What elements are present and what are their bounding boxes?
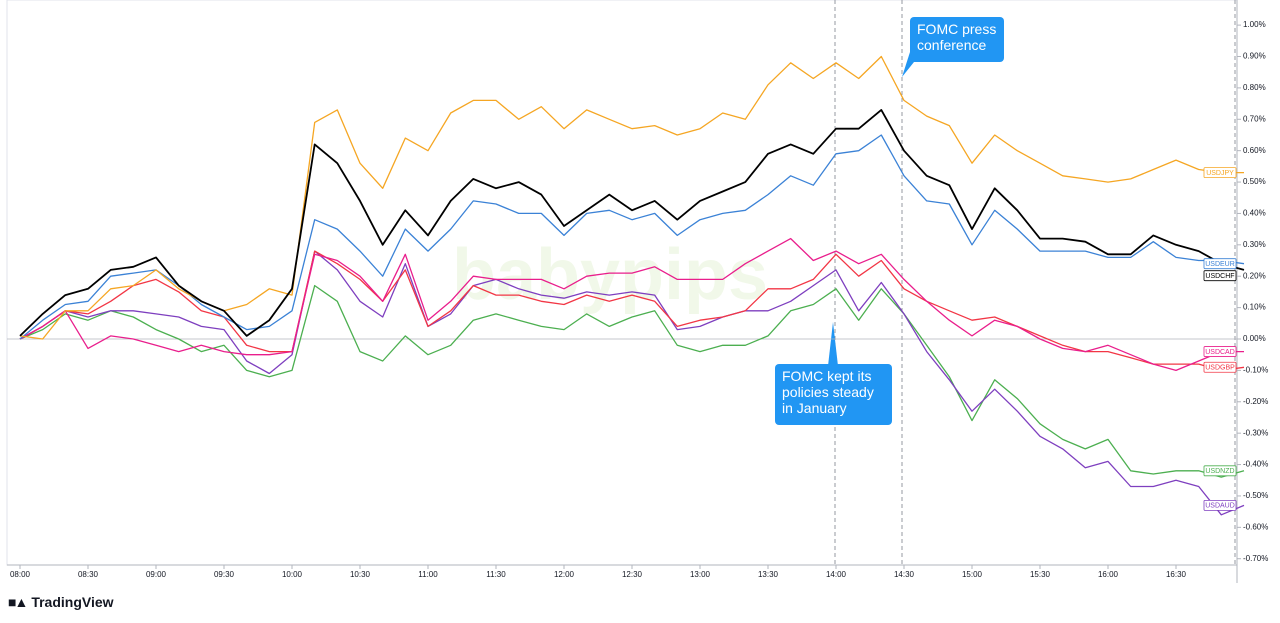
y-tick-label: -0.50% — [1243, 491, 1268, 500]
series-line — [19, 109, 1245, 337]
x-tick-label: 10:30 — [350, 570, 371, 579]
y-tick-label: 0.80% — [1243, 83, 1266, 92]
y-tick-label: 0.00% — [1243, 334, 1266, 343]
annotation: FOMC kept its policies steady in January — [775, 364, 892, 425]
y-tick-label: -0.70% — [1243, 554, 1268, 563]
x-tick-label: 09:00 — [146, 570, 167, 579]
y-tick-label: 0.50% — [1243, 177, 1266, 186]
x-tick-label: 14:00 — [826, 570, 847, 579]
x-tick-label: 08:00 — [10, 570, 31, 579]
legend-tag — [1203, 346, 1237, 357]
x-tick-label: 09:30 — [214, 570, 235, 579]
legend-label: USDEUR — [1205, 261, 1235, 268]
x-tick-label: 16:30 — [1166, 570, 1187, 579]
x-tick-label: 12:00 — [554, 570, 575, 579]
y-tick-label: 0.90% — [1243, 52, 1266, 61]
y-tick-label: -0.10% — [1243, 365, 1268, 374]
series-line — [19, 284, 1245, 478]
legend-label: USDGBP — [1205, 365, 1235, 372]
legend-label: USDAUD — [1205, 503, 1235, 510]
y-tick-label: -0.20% — [1243, 397, 1268, 406]
series-line — [19, 134, 1245, 340]
y-tick-label: 0.40% — [1243, 209, 1266, 218]
x-tick-label: 12:30 — [622, 570, 643, 579]
series-line — [19, 237, 1244, 372]
legend-tag — [1203, 499, 1237, 511]
x-tick-label: 15:00 — [962, 570, 983, 579]
y-tick-label: -0.60% — [1243, 522, 1268, 531]
y-tick-label: 0.30% — [1243, 240, 1266, 249]
y-tick-label: 0.10% — [1243, 303, 1266, 312]
legend-label: USDCAD — [1205, 349, 1235, 356]
legend-label: USDNZD — [1205, 468, 1234, 475]
y-tick-label: 0.20% — [1243, 271, 1266, 280]
y-tick-label: 0.60% — [1243, 146, 1266, 155]
x-tick-label: 08:30 — [78, 570, 99, 579]
x-tick-label: 14:30 — [894, 570, 915, 579]
legend-tag — [1203, 465, 1237, 477]
y-tick-label: 0.70% — [1243, 114, 1266, 123]
brand: ■▲ TradingView — [8, 594, 114, 610]
x-tick-label: 16:00 — [1098, 570, 1119, 579]
y-tick-label: -0.30% — [1243, 428, 1268, 437]
brand-icon: ■▲ — [8, 594, 28, 610]
callout-pointer — [828, 322, 838, 366]
x-tick-label: 13:30 — [758, 570, 779, 579]
legend-label: USDCHF — [1205, 273, 1234, 280]
plot-area — [6, 0, 1238, 566]
series-line — [19, 250, 1245, 516]
legend-tag — [1203, 167, 1237, 179]
legend-tag — [1203, 361, 1237, 373]
x-tick-label: 11:00 — [418, 570, 438, 579]
legend-label: USDJPY — [1206, 170, 1234, 177]
brand-name: TradingView — [31, 594, 114, 610]
watermark: babypips — [452, 235, 768, 315]
x-tick-label: 15:30 — [1030, 570, 1051, 579]
annotation: FOMC press conference — [910, 17, 1004, 62]
x-tick-label: 10:00 — [282, 570, 303, 579]
legend-tag — [1203, 258, 1237, 270]
legend-tag — [1203, 270, 1237, 282]
x-tick-label: 13:00 — [690, 570, 711, 579]
y-tick-label: -0.40% — [1243, 460, 1268, 469]
x-tick-label: 11:30 — [486, 570, 506, 579]
y-tick-label: 1.00% — [1243, 20, 1266, 29]
